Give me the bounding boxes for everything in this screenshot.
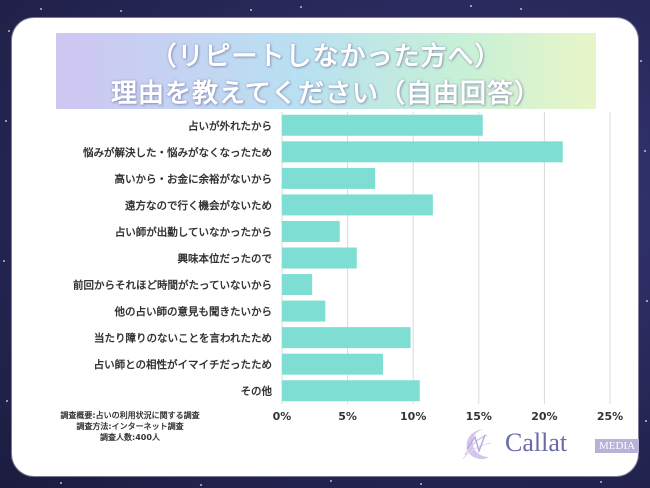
bar [282, 194, 433, 216]
category-label: 占い師が出勤していなかったから [115, 225, 272, 238]
bar [282, 327, 411, 349]
x-tick-label: 20% [531, 410, 557, 423]
star-dot [250, 9, 252, 11]
bar [282, 300, 326, 322]
bar [282, 167, 376, 189]
survey-note-method: 調査方法:インターネット調査 [76, 422, 184, 431]
star-dot [645, 420, 647, 422]
category-label: 占い師との相性がイマイチだったため [94, 358, 272, 371]
x-tick-label: 15% [466, 410, 492, 423]
category-label: 興味本位だったので [178, 252, 273, 265]
x-tick-label: 5% [338, 410, 357, 423]
star-dot [420, 483, 422, 485]
logo-media-badge: MEDIA [595, 439, 640, 453]
star-dot [6, 400, 8, 402]
title-line-2: 理由を教えてください（自由回答） [111, 79, 541, 109]
star-dot [330, 480, 332, 482]
star-dot [646, 300, 648, 302]
moon-logo-icon [462, 429, 492, 460]
bar [282, 114, 483, 136]
star-dot [300, 6, 302, 8]
star-dot [40, 8, 42, 10]
bar [282, 220, 340, 242]
title-banner: （リピートしなかった方へ） 理由を教えてください（自由回答） [56, 33, 596, 109]
survey-notes: 調査概要:占いの利用状況に関する調査 調査方法:インターネット調査 調査人数:4… [30, 410, 230, 443]
category-label: 当たり障りのないことを言われたため [94, 332, 272, 345]
star-dot [640, 60, 642, 62]
star-dot [5, 120, 7, 122]
category-label: 他の占い師の意見も聞きたいから [114, 305, 273, 318]
bar [282, 353, 384, 375]
x-tick-label: 10% [400, 410, 426, 423]
survey-note-overview: 調査概要:占いの利用状況に関する調査 [60, 411, 200, 420]
star-dot [120, 10, 122, 12]
star-dot [3, 260, 5, 262]
category-label: 悩みが解決した・悩みがなくなったため [82, 146, 272, 159]
category-label: その他 [241, 385, 273, 398]
bar [282, 141, 563, 163]
survey-note-count: 調査人数:400人 [100, 433, 160, 442]
bar [282, 380, 420, 402]
star-dot [60, 482, 62, 484]
title-line-1: （リピートしなかった方へ） [150, 42, 502, 72]
star-dot [8, 30, 10, 32]
star-dot [644, 150, 646, 152]
x-tick-label: 0% [273, 410, 292, 423]
logo-wordmark: Callat [505, 428, 568, 457]
category-label: 遠方なので行く機会がないため [125, 199, 272, 212]
star-dot [470, 5, 472, 7]
category-label: 占いが外れたから [188, 119, 272, 132]
bar [282, 247, 357, 269]
bar [282, 274, 313, 296]
star-dot [520, 8, 522, 10]
category-label: 前回からそれほど時間がたっていないから [73, 279, 272, 292]
star-dot [200, 484, 202, 486]
category-label: 高いから・お金に余裕がないから [115, 172, 273, 185]
callat-media-logo: Callat MEDIA [455, 425, 640, 465]
x-tick-label: 25% [597, 410, 623, 423]
star-dot [600, 481, 602, 483]
